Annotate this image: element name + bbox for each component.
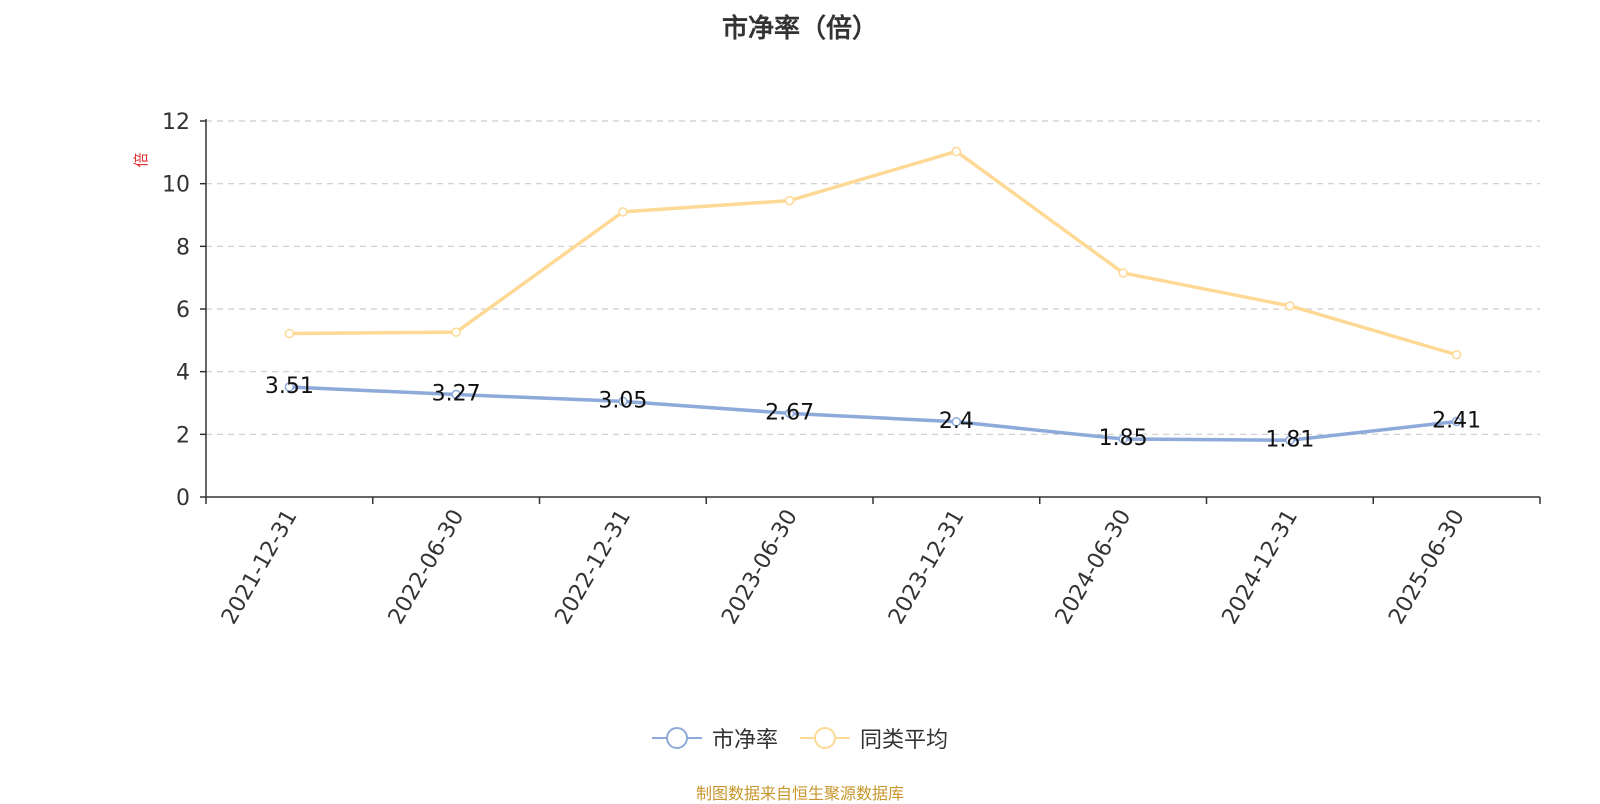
series-0-point-1 xyxy=(451,389,461,400)
data-label-7: 2.41 xyxy=(1432,408,1481,433)
x-tick-label-1: 2022-06-30 xyxy=(384,506,470,629)
y-tick-label-1: 2 xyxy=(176,423,190,448)
series-0-point-2 xyxy=(618,396,628,407)
x-tick-label-6: 2024-12-31 xyxy=(1217,506,1303,629)
data-label-1: 3.27 xyxy=(432,382,481,407)
series-1-point-6 xyxy=(1285,301,1295,311)
data-label-2: 3.05 xyxy=(598,388,647,413)
y-tick-label-5: 10 xyxy=(162,173,190,198)
series-1-point-3 xyxy=(784,195,795,206)
legend-swatch-peer-average xyxy=(800,727,850,749)
data-label-4: 2.4 xyxy=(939,409,974,434)
y-tick-label-3: 6 xyxy=(176,298,190,323)
legend-item-peer-average[interactable]: 同类平均 xyxy=(800,722,948,754)
legend: 市净率 同类平均 xyxy=(0,722,1600,754)
data-label-5: 1.85 xyxy=(1099,426,1148,451)
chart-title: 市净率（倍） xyxy=(721,14,878,44)
series-line-1 xyxy=(287,149,1459,357)
data-label-6: 1.81 xyxy=(1265,427,1314,452)
series-line-0 xyxy=(287,385,1459,443)
series-1-point-0 xyxy=(284,328,295,339)
data-label-3: 2.67 xyxy=(765,400,814,425)
data-labels: 3.51 3.27 3.05 2.67 2.4 1.85 1.81 2.41 xyxy=(265,374,1481,452)
x-tick-label-5: 2024-06-30 xyxy=(1051,506,1137,629)
x-tick-label-2: 2022-12-31 xyxy=(550,506,636,629)
y-tick-label-0: 0 xyxy=(176,486,190,511)
y-tick-label-4: 8 xyxy=(176,235,190,260)
legend-item-pb[interactable]: 市净率 xyxy=(651,722,778,754)
series-1-point-7 xyxy=(1451,349,1462,360)
legend-swatch-pb xyxy=(651,727,702,749)
series-1-point-5 xyxy=(1118,268,1128,278)
x-tick-label-7: 2025-06-30 xyxy=(1384,506,1470,629)
data-label-0: 3.51 xyxy=(265,374,314,399)
x-tick-label-4: 2023-12-31 xyxy=(884,506,970,629)
legend-label-peer-average: 同类平均 xyxy=(860,728,949,753)
series-1-point-4 xyxy=(951,146,962,157)
grid-lines xyxy=(206,120,1540,435)
legend-label-pb: 市净率 xyxy=(711,728,778,753)
y-tick-label-6: 12 xyxy=(162,110,190,135)
series-1-point-2 xyxy=(618,207,628,217)
source-note: 制图数据来自恒生聚源数据库 xyxy=(695,784,904,803)
series-1-point-1 xyxy=(451,327,461,337)
y-axis-label: 倍 xyxy=(132,152,150,167)
series-0-point-4 xyxy=(951,417,962,427)
x-tick-label-3: 2023-06-30 xyxy=(717,506,803,629)
series-0-point-5 xyxy=(1118,434,1128,444)
series-0-point-7 xyxy=(1451,416,1462,427)
series-0-point-6 xyxy=(1285,435,1295,446)
series-0-point-3 xyxy=(784,408,795,419)
x-tick-label-0: 2021-12-31 xyxy=(217,506,303,629)
y-tick-label-2: 4 xyxy=(176,361,190,386)
series-0-point-0 xyxy=(284,382,295,392)
series-lines xyxy=(284,146,1462,446)
